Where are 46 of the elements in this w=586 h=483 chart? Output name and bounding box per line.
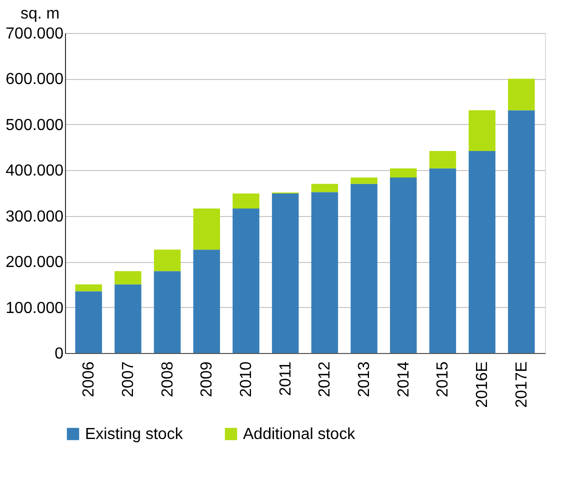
bar [350,177,378,184]
bar [311,192,338,353]
bar [114,271,142,284]
y-tick-label: 0 [54,346,64,362]
legend-label: Existing stock [85,426,184,443]
bar [232,208,260,353]
x-tick-label: 2007 [120,361,137,398]
bar [390,177,417,353]
bar [468,110,496,151]
x-tick-label: 2009 [198,361,216,398]
y-tick-label: 700.000 [6,26,64,42]
y-tick-label: 600.000 [6,71,64,88]
x-tick-label: 2006 [80,361,98,398]
legend-label: Additional stock [243,426,356,443]
x-tick-label: 2016E [474,362,492,408]
x-tick-label: 2013 [356,361,374,398]
bar [311,184,338,192]
y-tick-label: 500.000 [6,116,64,134]
x-tick-label: 2012 [316,361,334,398]
bar [468,150,496,353]
bar [154,271,181,353]
bar [390,168,417,178]
bar [75,284,102,292]
y-axis-title: sq. m [20,6,60,22]
x-tick-label: 2008 [159,361,176,398]
bar [350,184,378,353]
y-tick-label: 400.000 [6,162,64,180]
bar [429,150,456,168]
y-tick-label: 200.000 [6,254,64,272]
bar [114,284,142,353]
x-tick-label: 2010 [238,361,255,398]
bar [508,110,535,353]
bar [193,208,220,250]
y-tick-label: 300.000 [6,208,64,226]
bar [508,78,535,110]
bar [429,168,456,353]
bar [193,250,220,353]
x-tick-label: 2015 [434,361,452,398]
bar [272,193,299,353]
bar [232,193,260,209]
x-tick-label: 2017E [513,362,530,408]
y-tick-label: 100.000 [6,300,64,317]
bar [154,250,181,272]
x-tick-label: 2011 [277,361,294,396]
x-tick-label: 2014 [395,361,412,398]
bar [75,291,102,353]
